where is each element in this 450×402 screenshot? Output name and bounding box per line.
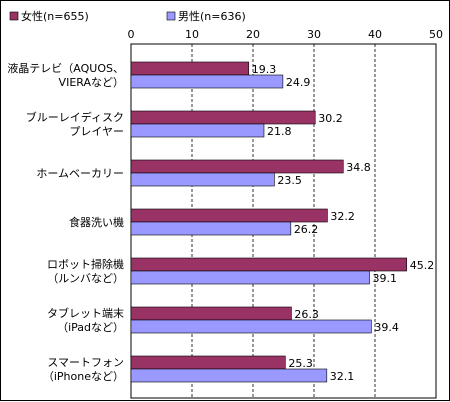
value-label-1-0: 30.2 bbox=[318, 112, 343, 125]
bar-0-1 bbox=[130, 74, 284, 89]
x-tick-label-4: 40 bbox=[368, 28, 382, 41]
value-label-3-1: 26.2 bbox=[294, 223, 319, 236]
legend-swatch-0 bbox=[9, 11, 19, 21]
category-label-2-0: ホームベーカリー bbox=[36, 167, 124, 180]
bar-6-1 bbox=[130, 368, 328, 383]
category-label-3-0: 食器洗い機 bbox=[69, 215, 124, 229]
bar-1-1 bbox=[130, 123, 265, 138]
x-tick-label-1: 10 bbox=[185, 28, 199, 41]
category-label-5-0: タブレット端末 bbox=[47, 306, 124, 320]
value-label-4-1: 39.1 bbox=[373, 272, 398, 285]
value-label-1-1: 21.8 bbox=[267, 125, 292, 138]
category-label-4-1: （ルンバなど） bbox=[47, 272, 124, 285]
bar-2-1 bbox=[130, 172, 275, 187]
value-label-5-0: 26.3 bbox=[294, 308, 319, 321]
bar-5-1 bbox=[130, 319, 372, 334]
value-label-2-0: 34.8 bbox=[346, 161, 371, 174]
category-label-0-0: 液晶テレビ（AQUOS、 bbox=[7, 61, 124, 75]
bar-1-0 bbox=[130, 110, 316, 125]
category-label-4-0: ロボット掃除機 bbox=[47, 257, 124, 271]
category-label-6-0: スマートフォン bbox=[47, 356, 124, 369]
bar-5-0 bbox=[130, 306, 292, 321]
value-label-3-0: 32.2 bbox=[330, 210, 355, 223]
category-label-0-1: VIERAなど） bbox=[59, 76, 124, 89]
legend-swatch-1 bbox=[166, 11, 176, 21]
bar-6-0 bbox=[130, 355, 286, 370]
legend-label-0: 女性(n=655) bbox=[21, 9, 89, 23]
x-tick-label-3: 30 bbox=[307, 28, 321, 41]
x-tick-label-2: 20 bbox=[246, 28, 260, 41]
value-label-2-1: 23.5 bbox=[277, 174, 302, 187]
category-label-1-1: プレイヤー bbox=[69, 125, 124, 138]
value-label-0-0: 19.3 bbox=[252, 63, 276, 76]
bar-0-0 bbox=[130, 61, 250, 76]
value-label-5-1: 39.4 bbox=[374, 321, 399, 334]
category-label-1-0: ブルーレイディスク bbox=[26, 110, 124, 124]
value-label-6-1: 32.1 bbox=[330, 370, 355, 383]
bar-4-0 bbox=[130, 257, 408, 272]
bar-4-1 bbox=[130, 270, 370, 285]
value-label-6-0: 25.3 bbox=[288, 357, 313, 370]
value-label-4-0: 45.2 bbox=[410, 259, 435, 272]
bar-2-0 bbox=[130, 159, 344, 174]
bar-3-0 bbox=[130, 208, 328, 223]
category-label-6-1: （iPhoneなど） bbox=[43, 370, 124, 383]
x-tick-label-0: 0 bbox=[128, 28, 135, 41]
bar-3-1 bbox=[130, 221, 292, 236]
legend-label-1: 男性(n=636) bbox=[178, 9, 246, 23]
category-label-5-1: （iPadなど） bbox=[57, 321, 124, 334]
x-tick-label-5: 50 bbox=[429, 28, 443, 41]
value-label-0-1: 24.9 bbox=[286, 76, 311, 89]
